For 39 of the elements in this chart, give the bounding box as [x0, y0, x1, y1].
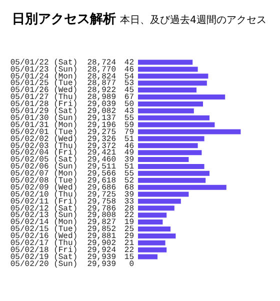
bar [138, 88, 196, 93]
bar [138, 212, 167, 218]
bar [138, 206, 174, 211]
data-label: 55 [124, 114, 134, 123]
bar [138, 164, 204, 169]
chart-title: 日別アクセス解析 [12, 11, 116, 28]
bar [138, 143, 198, 148]
data-label: 79 [124, 128, 134, 137]
bar [138, 170, 210, 176]
bar [138, 80, 207, 86]
data-label: 39 [124, 190, 134, 200]
bar [138, 150, 202, 156]
data-label: 68 [124, 183, 134, 192]
data-label: 59 [124, 120, 134, 130]
data-label: 22 [124, 246, 134, 255]
bar [138, 233, 176, 238]
bar [138, 136, 204, 142]
data-label: 52 [124, 176, 134, 186]
bar [138, 101, 203, 106]
bar [138, 157, 189, 162]
bar [138, 108, 194, 114]
data-label: 42 [124, 58, 134, 68]
data-label: 33 [124, 197, 134, 206]
bar [138, 184, 226, 190]
chart-subtitle: 本日、及び過去4週間のアクセス [120, 14, 266, 27]
y-tick-label: 05/02/20 (Sun) 29,939 [10, 260, 116, 269]
bar [138, 226, 170, 232]
data-label: 46 [124, 65, 134, 74]
bar [138, 94, 226, 100]
data-label: 0 [129, 260, 134, 269]
data-label: 15 [124, 252, 134, 262]
bar [138, 74, 208, 79]
bar [138, 115, 210, 120]
bar [138, 178, 206, 183]
data-label: 51 [124, 134, 134, 144]
bar [138, 220, 163, 225]
bar [138, 247, 167, 252]
bar [138, 254, 158, 260]
bar [138, 240, 166, 246]
